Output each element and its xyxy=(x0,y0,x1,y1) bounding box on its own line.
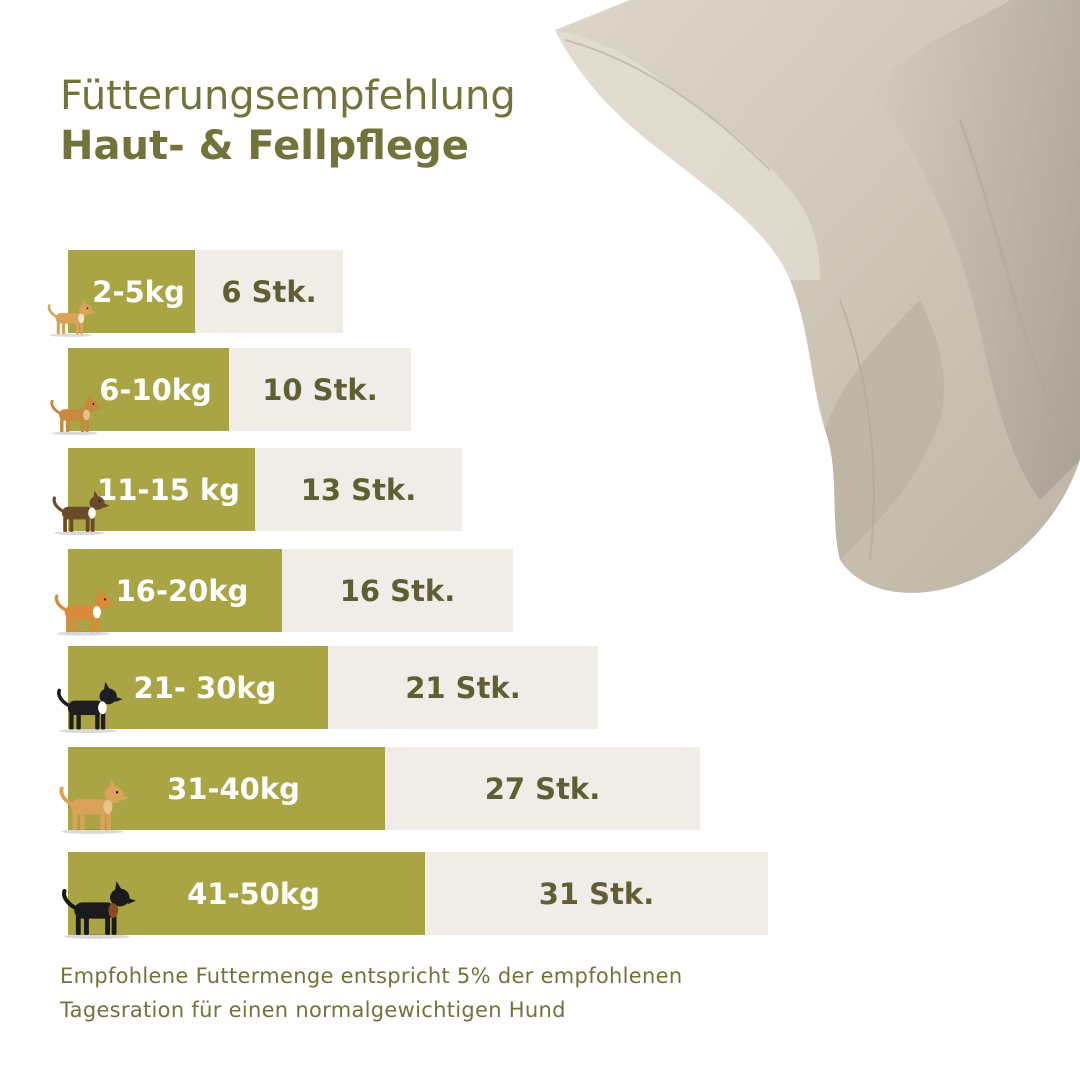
title-line-1: Fütterungsempfehlung xyxy=(60,73,516,119)
weight-bar: 6-10kg xyxy=(68,348,229,431)
weight-label: 41-50kg xyxy=(187,876,320,911)
chart-row: 2-5kg 6 Stk. xyxy=(68,250,343,333)
count-bar: 21 Stk. xyxy=(328,646,598,729)
weight-bar: 2-5kg xyxy=(68,250,195,333)
chart-row: 41-50kg 31 Stk. xyxy=(68,852,768,935)
weight-label: 6-10kg xyxy=(99,372,212,407)
rottweiler-icon xyxy=(62,881,137,939)
small-terrier-icon xyxy=(50,394,103,435)
beagle-icon xyxy=(52,490,110,535)
footnote-line-1: Empfohlene Futtermenge entspricht 5% der… xyxy=(60,964,683,988)
weight-label: 16-20kg xyxy=(115,573,249,608)
count-bar: 13 Stk. xyxy=(255,448,462,531)
chart-row: 31-40kg 27 Stk. xyxy=(68,747,700,830)
count-bar: 16 Stk. xyxy=(282,549,513,632)
count-bar: 10 Stk. xyxy=(229,348,411,431)
chart-row: 11-15 kg 13 Stk. xyxy=(68,448,462,531)
border-collie-icon xyxy=(57,681,123,733)
count-bar: 6 Stk. xyxy=(195,250,343,333)
chart-row: 6-10kg 10 Stk. xyxy=(68,348,411,431)
weight-bar: 16-20kg xyxy=(68,549,282,632)
weight-label: 2-5kg xyxy=(92,274,185,309)
count-label: 16 Stk. xyxy=(339,573,456,608)
count-label: 31 Stk. xyxy=(538,876,655,911)
weight-bar: 41-50kg xyxy=(68,852,425,935)
chart-title: Fütterungsempfehlung Haut- & Fellpflege xyxy=(60,72,516,170)
labrador-icon xyxy=(59,779,130,834)
count-bar: 27 Stk. xyxy=(385,747,700,830)
count-label: 13 Stk. xyxy=(300,472,417,507)
linen-cloth-image xyxy=(555,0,1080,593)
weight-label: 31-40kg xyxy=(167,771,300,806)
count-bar: 31 Stk. xyxy=(425,852,768,935)
count-label: 21 Stk. xyxy=(405,670,521,705)
count-label: 10 Stk. xyxy=(262,372,378,407)
chart-row: 21- 30kg 21 Stk. xyxy=(68,646,598,729)
chart-row: 16-20kg 16 Stk. xyxy=(68,549,513,632)
count-label: 27 Stk. xyxy=(484,771,601,806)
footnote: Empfohlene Futtermenge entspricht 5% der… xyxy=(60,960,682,1027)
weight-bar: 31-40kg xyxy=(68,747,385,830)
weight-bar: 11-15 kg xyxy=(68,448,255,531)
weight-label: 21- 30kg xyxy=(133,670,277,705)
count-label: 6 Stk. xyxy=(221,274,317,309)
weight-label: 11-15 kg xyxy=(97,472,240,507)
weight-bar: 21- 30kg xyxy=(68,646,328,729)
corgi-icon xyxy=(54,588,116,636)
title-line-2: Haut- & Fellpflege xyxy=(60,123,469,169)
footnote-line-2: Tagesration für einen normalgewichtigen … xyxy=(60,997,566,1022)
chihuahua-icon xyxy=(47,299,96,337)
